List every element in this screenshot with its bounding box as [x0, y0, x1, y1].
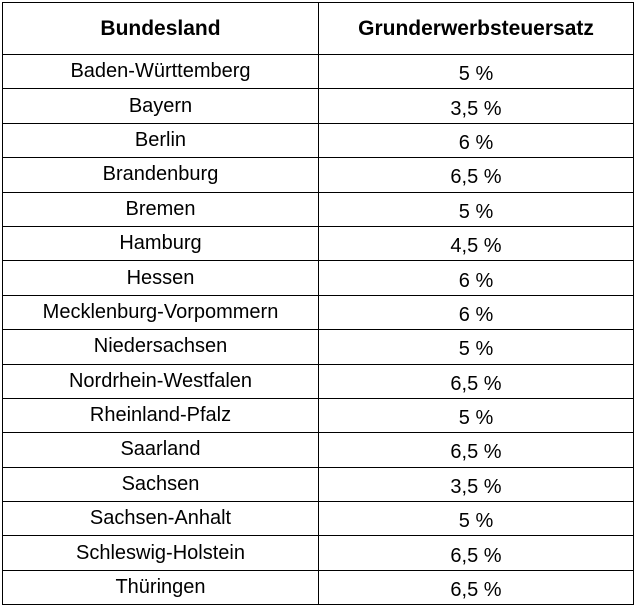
table-row: Sachsen-Anhalt 5 % — [2, 501, 634, 537]
table-row: Bayern 3,5 % — [2, 88, 634, 124]
state-cell: Rheinland-Pfalz — [2, 397, 319, 434]
rate-cell: 6,5 % — [318, 432, 634, 468]
state-cell: Berlin — [2, 122, 319, 159]
table-row: Mecklenburg-Vorpommern 6 % — [2, 294, 634, 331]
state-cell: Saarland — [2, 432, 319, 468]
table-row: Rheinland-Pfalz 5 % — [2, 397, 634, 434]
table-row: Niedersachsen 5 % — [2, 329, 634, 365]
state-cell: Schleswig-Holstein — [2, 535, 319, 571]
rate-cell: 6 % — [318, 294, 634, 331]
state-cell: Hamburg — [2, 225, 319, 262]
table-row: Hessen 6 % — [2, 260, 634, 296]
header-rate: Grunderwerbsteuersatz — [318, 2, 634, 55]
rate-cell: 3,5 % — [318, 466, 634, 503]
rate-cell: 5 % — [318, 501, 634, 537]
state-cell: Bayern — [2, 88, 319, 124]
header-row: Bundesland Grunderwerbsteuersatz — [2, 2, 634, 55]
state-cell: Niedersachsen — [2, 329, 319, 365]
rate-cell: 5 % — [318, 329, 634, 365]
rate-cell: 6,5 % — [318, 569, 634, 606]
state-cell: Hessen — [2, 260, 319, 296]
state-cell: Thüringen — [2, 569, 319, 606]
state-cell: Nordrhein-Westfalen — [2, 363, 319, 399]
state-cell: Brandenburg — [2, 157, 319, 193]
state-cell: Mecklenburg-Vorpommern — [2, 294, 319, 331]
state-cell: Baden-Württemberg — [2, 53, 319, 90]
table-row: Sachsen 3,5 % — [2, 466, 634, 503]
rate-cell: 6,5 % — [318, 363, 634, 399]
rate-cell: 6 % — [318, 260, 634, 296]
rate-cell: 6,5 % — [318, 157, 634, 193]
header-state: Bundesland — [2, 2, 319, 55]
rate-cell: 3,5 % — [318, 88, 634, 124]
table-row: Bremen 5 % — [2, 191, 634, 227]
rate-cell: 5 % — [318, 191, 634, 227]
rate-cell: 6 % — [318, 122, 634, 159]
table-row: Brandenburg 6,5 % — [2, 157, 634, 193]
rate-cell: 4,5 % — [318, 225, 634, 262]
table-row: Hamburg 4,5 % — [2, 225, 634, 262]
state-cell: Sachsen — [2, 466, 319, 503]
state-cell: Bremen — [2, 191, 319, 227]
table-body: Baden-Württemberg 5 % Bayern 3,5 % Berli… — [2, 53, 634, 606]
table-header: Bundesland Grunderwerbsteuersatz — [2, 2, 634, 55]
table-row: Thüringen 6,5 % — [2, 569, 634, 606]
rate-cell: 6,5 % — [318, 535, 634, 571]
table-row: Baden-Württemberg 5 % — [2, 53, 634, 90]
state-cell: Sachsen-Anhalt — [2, 501, 319, 537]
rate-cell: 5 % — [318, 397, 634, 434]
table-row: Berlin 6 % — [2, 122, 634, 159]
table-row: Nordrhein-Westfalen 6,5 % — [2, 363, 634, 399]
table-row: Schleswig-Holstein 6,5 % — [2, 535, 634, 571]
table-row: Saarland 6,5 % — [2, 432, 634, 468]
rate-cell: 5 % — [318, 53, 634, 90]
